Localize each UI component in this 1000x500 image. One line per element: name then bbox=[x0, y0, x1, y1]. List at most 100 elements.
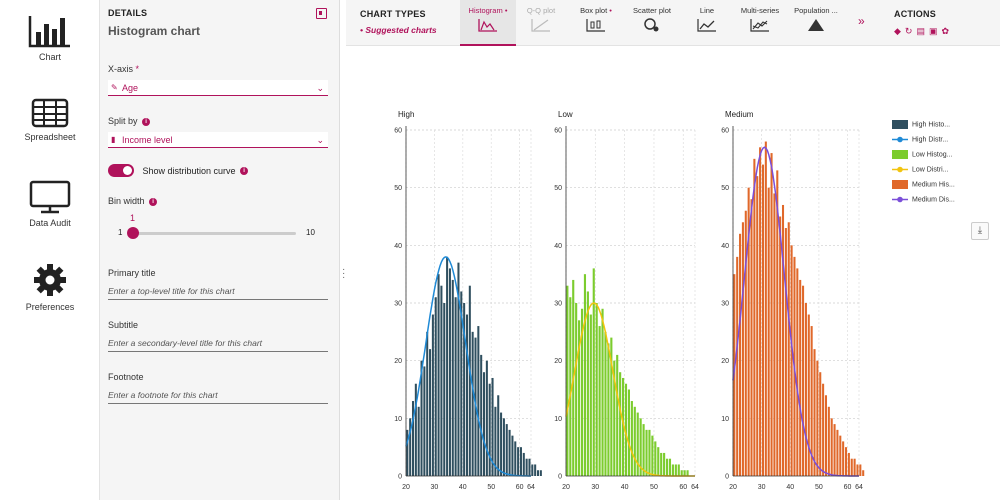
legend-swatch bbox=[892, 150, 908, 159]
primary-title-label: Primary title bbox=[108, 268, 156, 278]
legend-item[interactable]: Medium Dis... bbox=[892, 195, 955, 210]
nav-item-data-audit[interactable]: Data Audit bbox=[0, 180, 100, 228]
x-axis-label: X-axis bbox=[108, 64, 134, 74]
histogram-bar bbox=[460, 291, 463, 476]
primary-title-input[interactable]: Enter a top-level title for this chart bbox=[108, 284, 328, 300]
collapse-panel-icon[interactable] bbox=[316, 8, 327, 19]
x-tick-label: 30 bbox=[591, 484, 599, 491]
tab-box-plot[interactable]: Box plot • bbox=[572, 0, 620, 46]
y-tick-label: 20 bbox=[554, 358, 562, 365]
tab-line[interactable]: Line bbox=[686, 0, 728, 46]
histogram-bar bbox=[502, 418, 505, 476]
info-icon[interactable]: i bbox=[149, 197, 158, 206]
histogram-bar bbox=[528, 458, 531, 476]
tab-multi-series[interactable]: Multi-series bbox=[734, 0, 786, 46]
slider-min: 1 bbox=[118, 228, 123, 237]
nav-item-label: Data Audit bbox=[29, 218, 71, 228]
distribution-curve-toggle[interactable] bbox=[108, 164, 134, 177]
tab-qq-plot[interactable]: Q-Q plot bbox=[516, 0, 566, 46]
y-tick-label: 0 bbox=[558, 474, 562, 481]
legend-item[interactable]: High Distr... bbox=[892, 135, 955, 150]
legend-item[interactable]: Low Distri... bbox=[892, 165, 955, 180]
histogram-bar bbox=[807, 314, 810, 476]
y-tick-label: 60 bbox=[394, 128, 402, 135]
histogram-bar bbox=[417, 406, 420, 476]
histogram-bar bbox=[578, 320, 581, 476]
export-pdf-icon[interactable]: ▤ bbox=[916, 26, 929, 36]
x-axis-select[interactable]: ✎ Age ⌄ bbox=[108, 80, 328, 96]
tab-scatter-plot[interactable]: Scatter plot bbox=[626, 0, 678, 46]
histogram-bar bbox=[440, 285, 443, 476]
y-tick-label: 0 bbox=[398, 474, 402, 481]
qq-plot-icon bbox=[531, 19, 550, 32]
more-chart-types-icon[interactable]: » bbox=[858, 14, 865, 28]
histogram-bar bbox=[569, 297, 572, 476]
split-by-select[interactable]: ▮ Income level ⌄ bbox=[108, 132, 328, 148]
histogram-bar bbox=[500, 412, 503, 476]
settings-icon[interactable]: ✿ bbox=[941, 26, 954, 36]
x-tick-label: 64 bbox=[855, 484, 863, 491]
details-header: DETAILS Histogram chart bbox=[100, 0, 339, 46]
panel-title: High bbox=[398, 110, 414, 119]
x-tick-label: 64 bbox=[691, 484, 699, 491]
refresh-icon[interactable]: ↻ bbox=[904, 26, 917, 36]
footnote-input[interactable]: Enter a footnote for this chart bbox=[108, 388, 328, 404]
histogram-bar bbox=[457, 262, 460, 476]
x-tick-label: 64 bbox=[527, 484, 535, 491]
download-icon[interactable]: ⤓ bbox=[971, 222, 989, 240]
tag-icon[interactable]: ◆ bbox=[894, 26, 905, 36]
nav-item-label: Chart bbox=[38, 52, 61, 62]
histogram-bar bbox=[454, 297, 457, 476]
histogram-bar bbox=[804, 303, 807, 476]
nav-item-chart[interactable]: Chart bbox=[0, 14, 100, 62]
histogram-bar bbox=[761, 164, 764, 476]
histogram-bar bbox=[566, 285, 569, 476]
histogram-bar bbox=[819, 372, 822, 476]
legend-item[interactable]: Low Histog... bbox=[892, 150, 955, 165]
split-by-value: Income level bbox=[122, 135, 173, 145]
histogram-bar bbox=[651, 435, 654, 476]
details-section-label: DETAILS bbox=[108, 8, 148, 18]
histogram-bar bbox=[624, 383, 628, 476]
histogram-bar bbox=[665, 458, 669, 476]
histogram-bar bbox=[619, 372, 622, 476]
histogram-bar bbox=[580, 308, 584, 476]
histogram-bar bbox=[423, 366, 426, 476]
panel-splitter-handle[interactable]: · · · bbox=[342, 264, 346, 283]
bin-width-field: Bin width i 1 1 10 bbox=[108, 196, 328, 242]
legend-item[interactable]: Medium His... bbox=[892, 180, 955, 195]
histogram-bar bbox=[627, 389, 630, 476]
histogram-bar bbox=[645, 429, 648, 476]
histogram-bar bbox=[741, 222, 744, 476]
histogram-bar bbox=[583, 274, 587, 476]
histogram-bar bbox=[839, 435, 842, 476]
legend-item[interactable]: High Histo... bbox=[892, 120, 955, 135]
nav-item-spreadsheet[interactable]: Spreadsheet bbox=[0, 98, 100, 142]
bin-width-slider[interactable]: 1 1 10 bbox=[108, 212, 328, 242]
tab-label: Scatter plot bbox=[633, 6, 671, 15]
export-image-icon[interactable]: ▣ bbox=[928, 26, 942, 36]
tab-histogram[interactable]: Histogram • bbox=[460, 0, 516, 46]
histogram-bar bbox=[796, 268, 799, 476]
subtitle-input[interactable]: Enter a secondary-level title for this c… bbox=[108, 336, 328, 352]
histogram-bar bbox=[531, 464, 534, 476]
slider-thumb[interactable] bbox=[127, 227, 139, 239]
left-nav: Chart Spreadsheet Data Audit bbox=[0, 0, 100, 500]
tab-label: Multi-series bbox=[740, 6, 780, 15]
histogram-bar bbox=[471, 331, 474, 476]
nav-item-preferences[interactable]: Preferences bbox=[0, 262, 100, 312]
histogram-bar bbox=[414, 383, 417, 476]
info-icon[interactable]: i bbox=[240, 166, 249, 175]
y-tick-label: 40 bbox=[554, 243, 562, 250]
nav-item-label: Spreadsheet bbox=[24, 132, 76, 142]
tab-label: Line bbox=[699, 6, 715, 15]
histogram-bar bbox=[420, 360, 423, 476]
info-icon[interactable]: i bbox=[142, 117, 151, 126]
y-tick-label: 50 bbox=[554, 185, 562, 192]
histogram-bar bbox=[465, 314, 468, 476]
legend-label: Medium Dis... bbox=[912, 196, 955, 204]
tab-population[interactable]: Population ... bbox=[788, 0, 844, 46]
line-chart-icon bbox=[697, 19, 716, 32]
histogram-bar bbox=[781, 204, 785, 476]
histogram-bar bbox=[750, 199, 753, 476]
